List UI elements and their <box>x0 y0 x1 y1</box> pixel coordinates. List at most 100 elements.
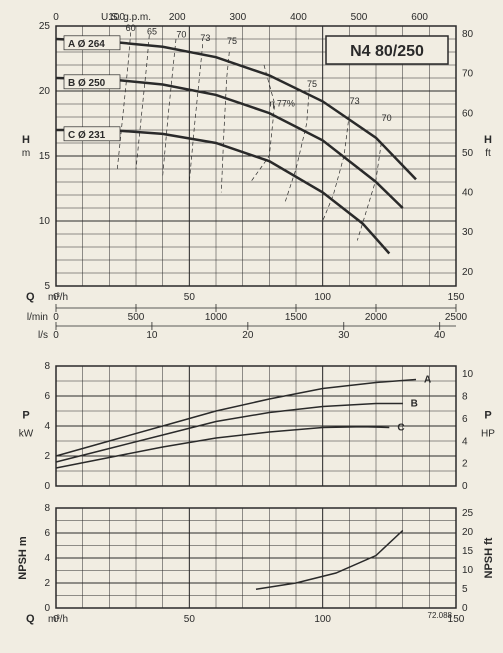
ls-tick: 10 <box>146 330 158 341</box>
npsh-ft-tick: 25 <box>462 508 474 519</box>
efficiency-curve <box>323 114 350 221</box>
ls-tick: 0 <box>53 330 59 341</box>
series-label-C: C Ø 231 <box>68 130 106 141</box>
efficiency-curve <box>163 39 176 176</box>
h-ft-unit: ft <box>485 148 491 159</box>
lmin-tick: 2500 <box>445 312 468 323</box>
p-kw-tick: 0 <box>44 481 50 492</box>
series-label-A: A Ø 264 <box>68 39 105 50</box>
p-hp-tick: 0 <box>462 481 468 492</box>
ref-number: 72.088 <box>428 611 453 620</box>
npsh-m-tick: 6 <box>44 528 50 539</box>
eff-label: 65 <box>147 26 157 36</box>
ls-tick: 20 <box>242 330 254 341</box>
q-unit-npsh: m³/h <box>48 614 68 625</box>
npsh-ft-label: NPSH ft <box>483 537 495 578</box>
eff-label: 73 <box>350 96 360 106</box>
gpm-tick: 300 <box>229 12 246 23</box>
p-label: P <box>22 410 29 422</box>
h-ft-tick: 50 <box>462 148 474 159</box>
eta-label: η 77% <box>269 99 295 109</box>
npsh-ft-tick: 20 <box>462 527 474 538</box>
lmin-label: l/min <box>27 312 48 323</box>
power-curve-B <box>56 404 403 463</box>
efficiency-curve <box>357 143 381 241</box>
h-ft-tick: 60 <box>462 108 474 119</box>
p-hp-tick: 6 <box>462 414 468 425</box>
series-label-B: B Ø 250 <box>68 78 106 89</box>
power-label-C: C <box>397 423 404 434</box>
p-hp-tick: 10 <box>462 369 474 380</box>
ls-tick: 40 <box>434 330 446 341</box>
p-kw-tick: 8 <box>44 361 50 372</box>
eff-label: 70 <box>176 30 186 40</box>
q-label: Q <box>26 291 35 303</box>
p-kw-tick: 2 <box>44 451 50 462</box>
gpm-label: U.S. g.p.m. <box>101 12 151 23</box>
gpm-tick: 0 <box>53 12 59 23</box>
power-curve-C <box>56 427 389 468</box>
model-title: N4 80/250 <box>350 43 424 60</box>
h-ft-tick: 40 <box>462 188 474 199</box>
p-hp-tick: 2 <box>462 459 468 470</box>
p-hp-unit: HP <box>481 429 495 440</box>
npsh-ft-tick: 5 <box>462 584 468 595</box>
h-m-tick: 25 <box>39 21 51 32</box>
npsh-curve <box>256 531 403 590</box>
q-unit: m³/h <box>48 292 68 303</box>
h-ft-label: H <box>484 134 492 146</box>
efficiency-curve <box>221 52 229 192</box>
eff-label: 70 <box>382 113 392 123</box>
npsh-m-tick: 8 <box>44 503 50 514</box>
q-tick: 100 <box>314 292 331 303</box>
efficiency-curve <box>251 65 275 182</box>
pump-performance-chart: 0100200300400500600U.S. g.p.m.510152025H… <box>8 8 503 645</box>
h-unit: m <box>22 148 30 159</box>
p-hp-label: P <box>484 410 491 422</box>
q-tick: 50 <box>184 292 196 303</box>
q-tick-npsh: 100 <box>314 614 331 625</box>
npsh-ft-tick: 15 <box>462 546 474 557</box>
gpm-tick: 600 <box>411 12 428 23</box>
h-m-tick: 10 <box>39 216 51 227</box>
p-hp-tick: 4 <box>462 436 468 447</box>
eff-label: 75 <box>227 36 237 46</box>
npsh-m-tick: 2 <box>44 578 50 589</box>
h-ft-tick: 70 <box>462 69 474 80</box>
eff-label: 60 <box>126 23 136 33</box>
power-label-B: B <box>411 399 418 410</box>
h-m-tick: 20 <box>39 86 51 97</box>
gpm-tick: 400 <box>290 12 307 23</box>
lmin-tick: 0 <box>53 312 59 323</box>
p-kw-tick: 6 <box>44 391 50 402</box>
h-ft-tick: 30 <box>462 227 474 238</box>
gpm-tick: 500 <box>351 12 368 23</box>
h-ft-tick: 20 <box>462 267 474 278</box>
q-tick-npsh: 50 <box>184 614 196 625</box>
ls-tick: 30 <box>338 330 350 341</box>
efficiency-curve <box>117 33 130 170</box>
npsh-ft-tick: 0 <box>462 603 468 614</box>
npsh-label: NPSH m <box>17 536 29 580</box>
lmin-tick: 2000 <box>365 312 388 323</box>
eff-label: 75 <box>307 79 317 89</box>
eff-label: 73 <box>200 33 210 43</box>
lmin-tick: 1500 <box>285 312 308 323</box>
lmin-tick: 500 <box>128 312 145 323</box>
p-unit: kW <box>19 429 34 440</box>
p-kw-tick: 4 <box>44 421 50 432</box>
p-hp-tick: 8 <box>462 392 468 403</box>
h-m-tick: 15 <box>39 151 51 162</box>
q-tick: 150 <box>448 292 465 303</box>
head-curve-C <box>56 130 389 254</box>
h-ft-tick: 80 <box>462 29 474 40</box>
q-label-npsh: Q <box>26 613 35 625</box>
h-axis-label: H <box>22 134 30 146</box>
npsh-ft-tick: 10 <box>462 565 474 576</box>
gpm-tick: 200 <box>169 12 186 23</box>
npsh-m-tick: 0 <box>44 603 50 614</box>
lmin-tick: 1000 <box>205 312 228 323</box>
npsh-m-tick: 4 <box>44 553 50 564</box>
h-m-tick: 5 <box>44 281 50 292</box>
power-label-A: A <box>424 375 431 386</box>
